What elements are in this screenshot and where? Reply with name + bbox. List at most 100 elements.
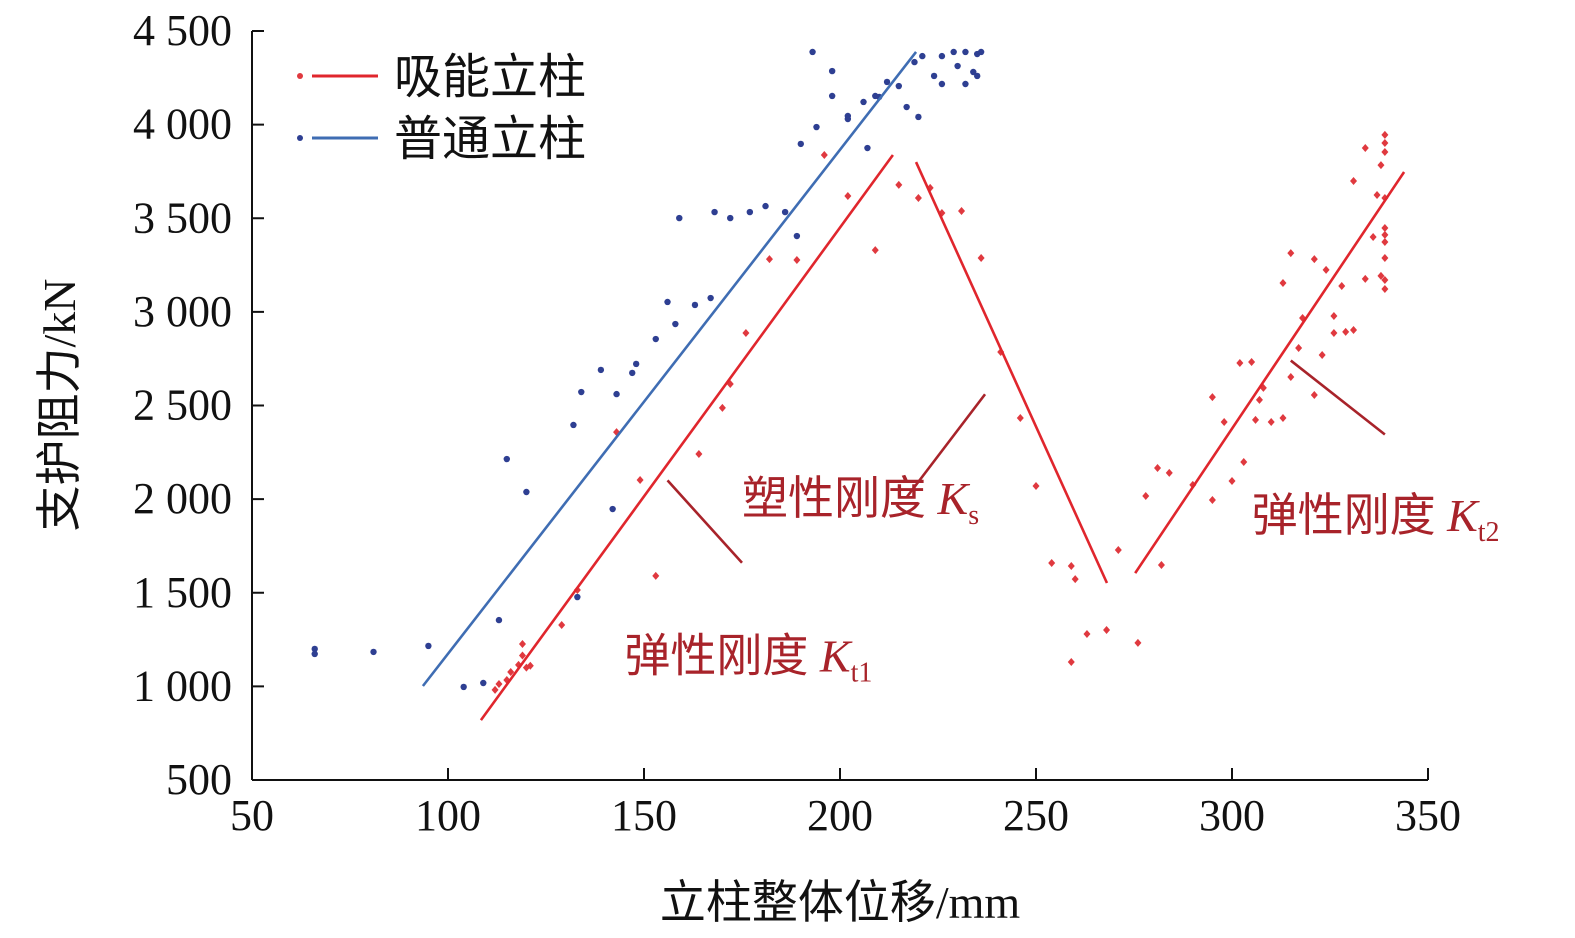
data-point-blue (495, 616, 503, 624)
fit-line-Kt1 (479, 154, 894, 721)
data-point-red (1142, 491, 1150, 500)
data-point-red (558, 620, 566, 629)
data-point-red (1330, 329, 1338, 338)
data-point-blue (809, 48, 816, 56)
data-point-blue (629, 369, 636, 377)
fit-line-blue (421, 51, 918, 687)
annotation-pointer (905, 393, 987, 499)
data-point-blue (574, 593, 581, 601)
data-point-red (1103, 626, 1111, 635)
y-tick-label: 1 000 (133, 661, 232, 710)
data-point-blue (746, 208, 754, 216)
data-point-red (1338, 282, 1346, 291)
y-tick-label: 2 500 (133, 381, 232, 430)
data-point-red (1350, 176, 1358, 185)
data-point-red (1279, 279, 1287, 288)
data-point-red (1154, 464, 1162, 473)
data-point-red (518, 651, 526, 660)
data-point-blue (930, 72, 938, 80)
data-point-red (1310, 391, 1318, 400)
data-point-red (1330, 311, 1338, 320)
data-point-red (1381, 147, 1389, 156)
data-point-blue (460, 683, 467, 691)
annotation-label: 塑性刚度 Ks (742, 473, 979, 531)
data-point-blue (895, 82, 902, 90)
annotation-label: 弹性刚度 Kt2 (1252, 490, 1500, 548)
x-tick-label: 50 (230, 791, 274, 840)
axes: 50 100 150 200 250 300 350 500 1 000 1 500 2 000 2 … (133, 6, 1461, 840)
x-tick-label: 150 (611, 791, 677, 840)
data-point-red (1032, 482, 1040, 491)
data-point-blue (954, 62, 961, 70)
data-point-blue (652, 335, 659, 343)
data-point-red (1295, 344, 1303, 353)
data-point-red (1350, 326, 1358, 335)
data-point-red (1381, 276, 1389, 285)
fit-lines (421, 51, 1406, 721)
data-point-blue (727, 214, 734, 222)
data-point-red (977, 253, 985, 262)
data-point-red (718, 403, 726, 412)
data-point-blue (860, 98, 867, 106)
data-point-red (1310, 255, 1318, 264)
data-point-red (1369, 232, 1377, 241)
data-point-blue (781, 208, 789, 216)
data-point-blue (311, 650, 318, 658)
data-point-blue (578, 388, 585, 396)
data-point-red (1248, 358, 1256, 367)
data-point-blue (844, 115, 852, 123)
data-point-red (820, 150, 828, 159)
y-tick-label: 3 500 (133, 193, 232, 242)
data-point-red (1236, 358, 1244, 367)
fit-line-Kt2 (1134, 171, 1406, 574)
data-point-red (1067, 658, 1075, 667)
data-point-red (1279, 414, 1287, 423)
data-point-red (793, 256, 801, 265)
data-point-blue (828, 67, 836, 75)
x-axis-label: 立柱整体位移/mm (660, 877, 1021, 928)
data-point-red (1067, 561, 1075, 570)
data-point-red (895, 180, 903, 189)
data-point-red (1318, 350, 1326, 359)
data-point-red (1381, 238, 1389, 247)
data-point-red (1373, 191, 1381, 200)
data-point-red (1083, 629, 1091, 638)
data-point-red (1267, 417, 1275, 426)
data-point-blue (938, 52, 946, 60)
annotation-label: 弹性刚度 Kt1 (624, 630, 872, 688)
y-tick-label: 4 000 (133, 100, 232, 149)
data-point-red (491, 685, 499, 694)
data-point-blue (950, 48, 957, 56)
fit-line-Ks (914, 161, 1109, 584)
data-point-blue (962, 80, 969, 88)
data-point-red (507, 667, 515, 676)
data-point-blue (480, 679, 487, 687)
data-point-red (1381, 285, 1389, 294)
data-point-red (1134, 638, 1142, 647)
data-point-blue (797, 140, 804, 148)
data-point-blue (570, 421, 577, 429)
y-tick-label: 1 500 (133, 568, 232, 617)
data-point-red (765, 255, 773, 264)
data-point-blue (793, 232, 801, 240)
data-point-blue (828, 92, 836, 100)
legend-label: 普通立柱 (394, 113, 586, 166)
data-point-blue (503, 455, 510, 463)
data-point-red (1342, 327, 1350, 336)
data-point-red (1381, 223, 1389, 232)
y-tick-label: 4 500 (133, 6, 232, 55)
data-point-red (636, 476, 644, 485)
data-point-blue (311, 645, 318, 653)
data-point-red (1381, 253, 1389, 262)
data-point-red (914, 194, 922, 203)
data-point-red (1377, 161, 1385, 170)
y-axis-label: 支护阻力/kN (34, 279, 85, 532)
x-tick-label: 350 (1395, 791, 1461, 840)
data-point-blue (762, 202, 769, 210)
legend-marker-red (297, 73, 303, 79)
data-point-blue (597, 366, 605, 374)
data-point-blue (613, 390, 620, 398)
x-tick-label: 250 (1003, 791, 1069, 840)
annotation-pointer (1289, 359, 1386, 436)
data-point-blue (911, 58, 918, 66)
